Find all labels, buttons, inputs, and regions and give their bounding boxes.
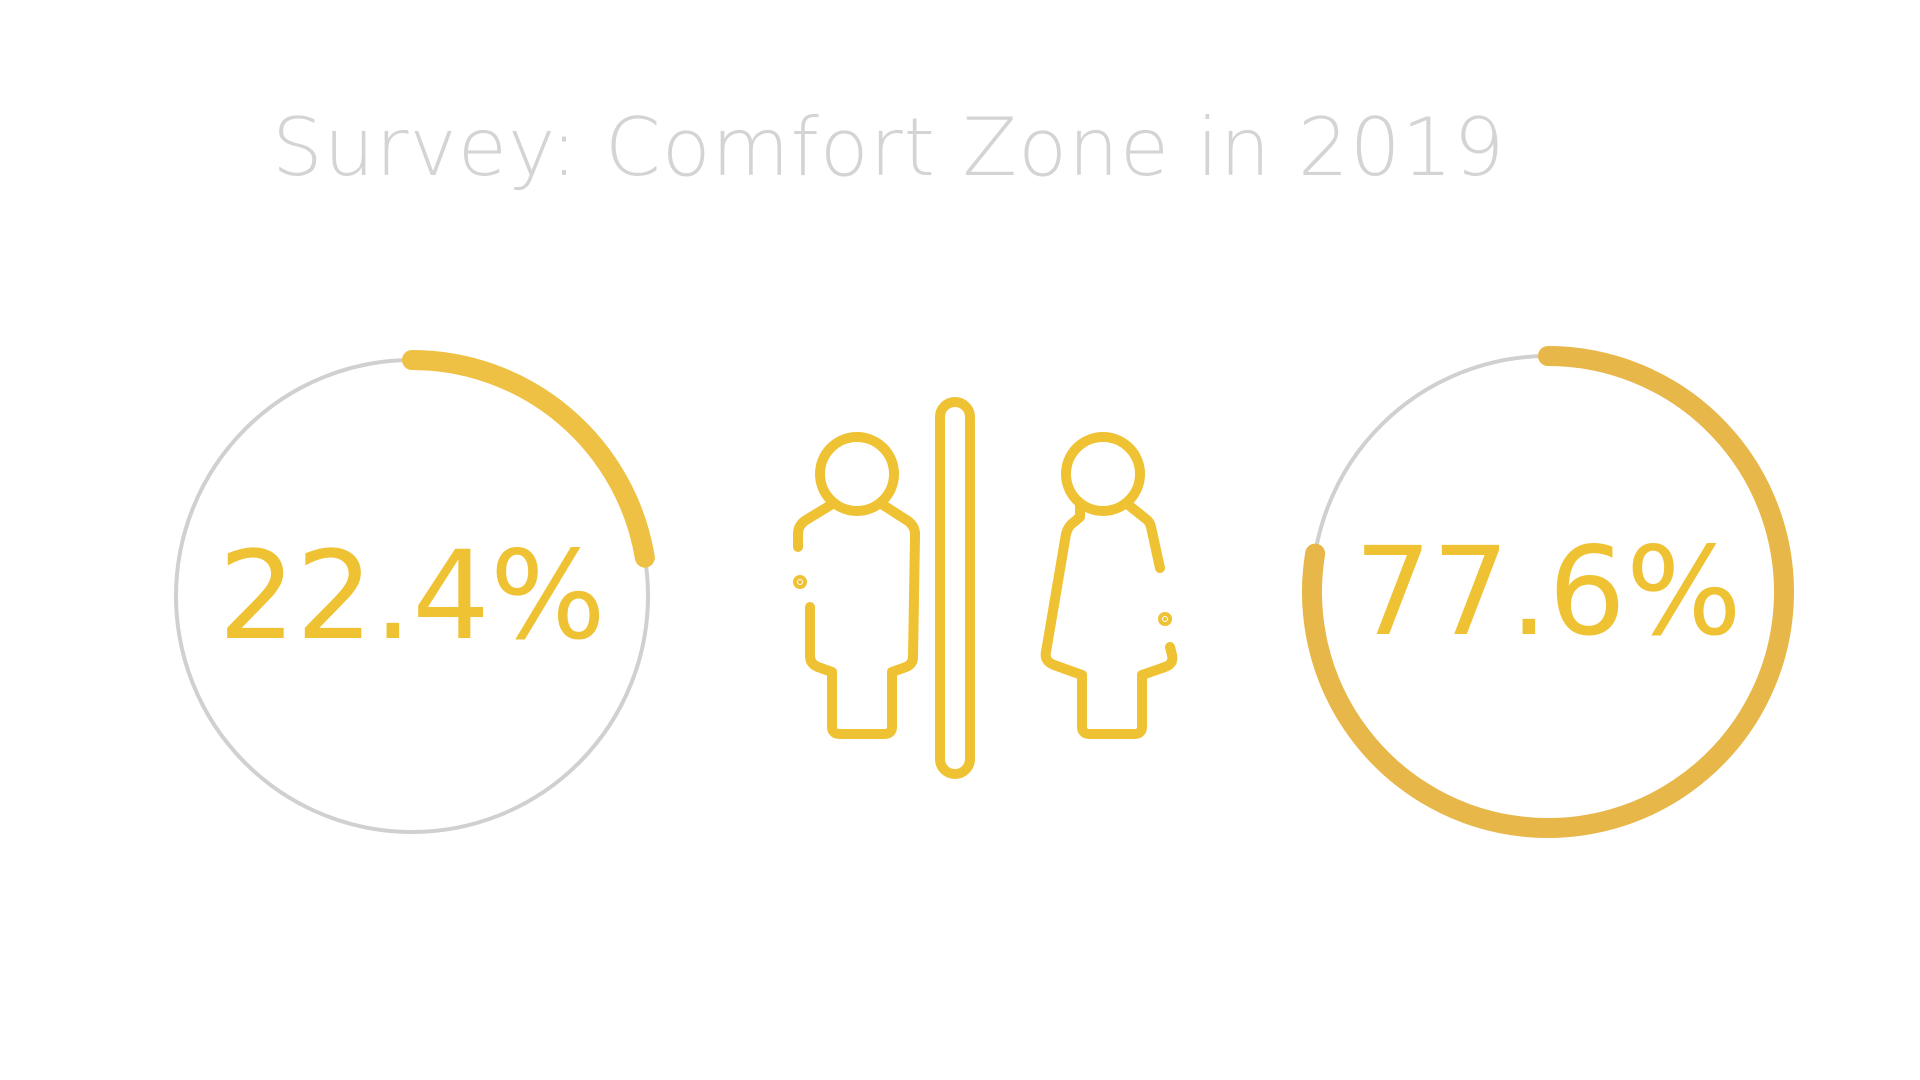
donut-arc-right	[1302, 346, 1794, 838]
donut-chart-left: 22.4%	[152, 336, 672, 856]
male-figure-icon	[793, 432, 921, 739]
donut-arc-left	[402, 350, 655, 568]
donut-chart-right: 77.6%	[1288, 332, 1808, 852]
female-figure-icon	[1040, 432, 1178, 739]
divider-bar	[935, 397, 975, 779]
donut-value-right: 77.6%	[1354, 521, 1742, 663]
donut-value-left: 22.4%	[218, 525, 606, 667]
page-title: Survey: Comfort Zone in 2019	[272, 101, 1506, 194]
restroom-icon	[760, 382, 1220, 802]
donut-svg-right	[1302, 346, 1794, 838]
donut-svg-left	[174, 350, 655, 834]
